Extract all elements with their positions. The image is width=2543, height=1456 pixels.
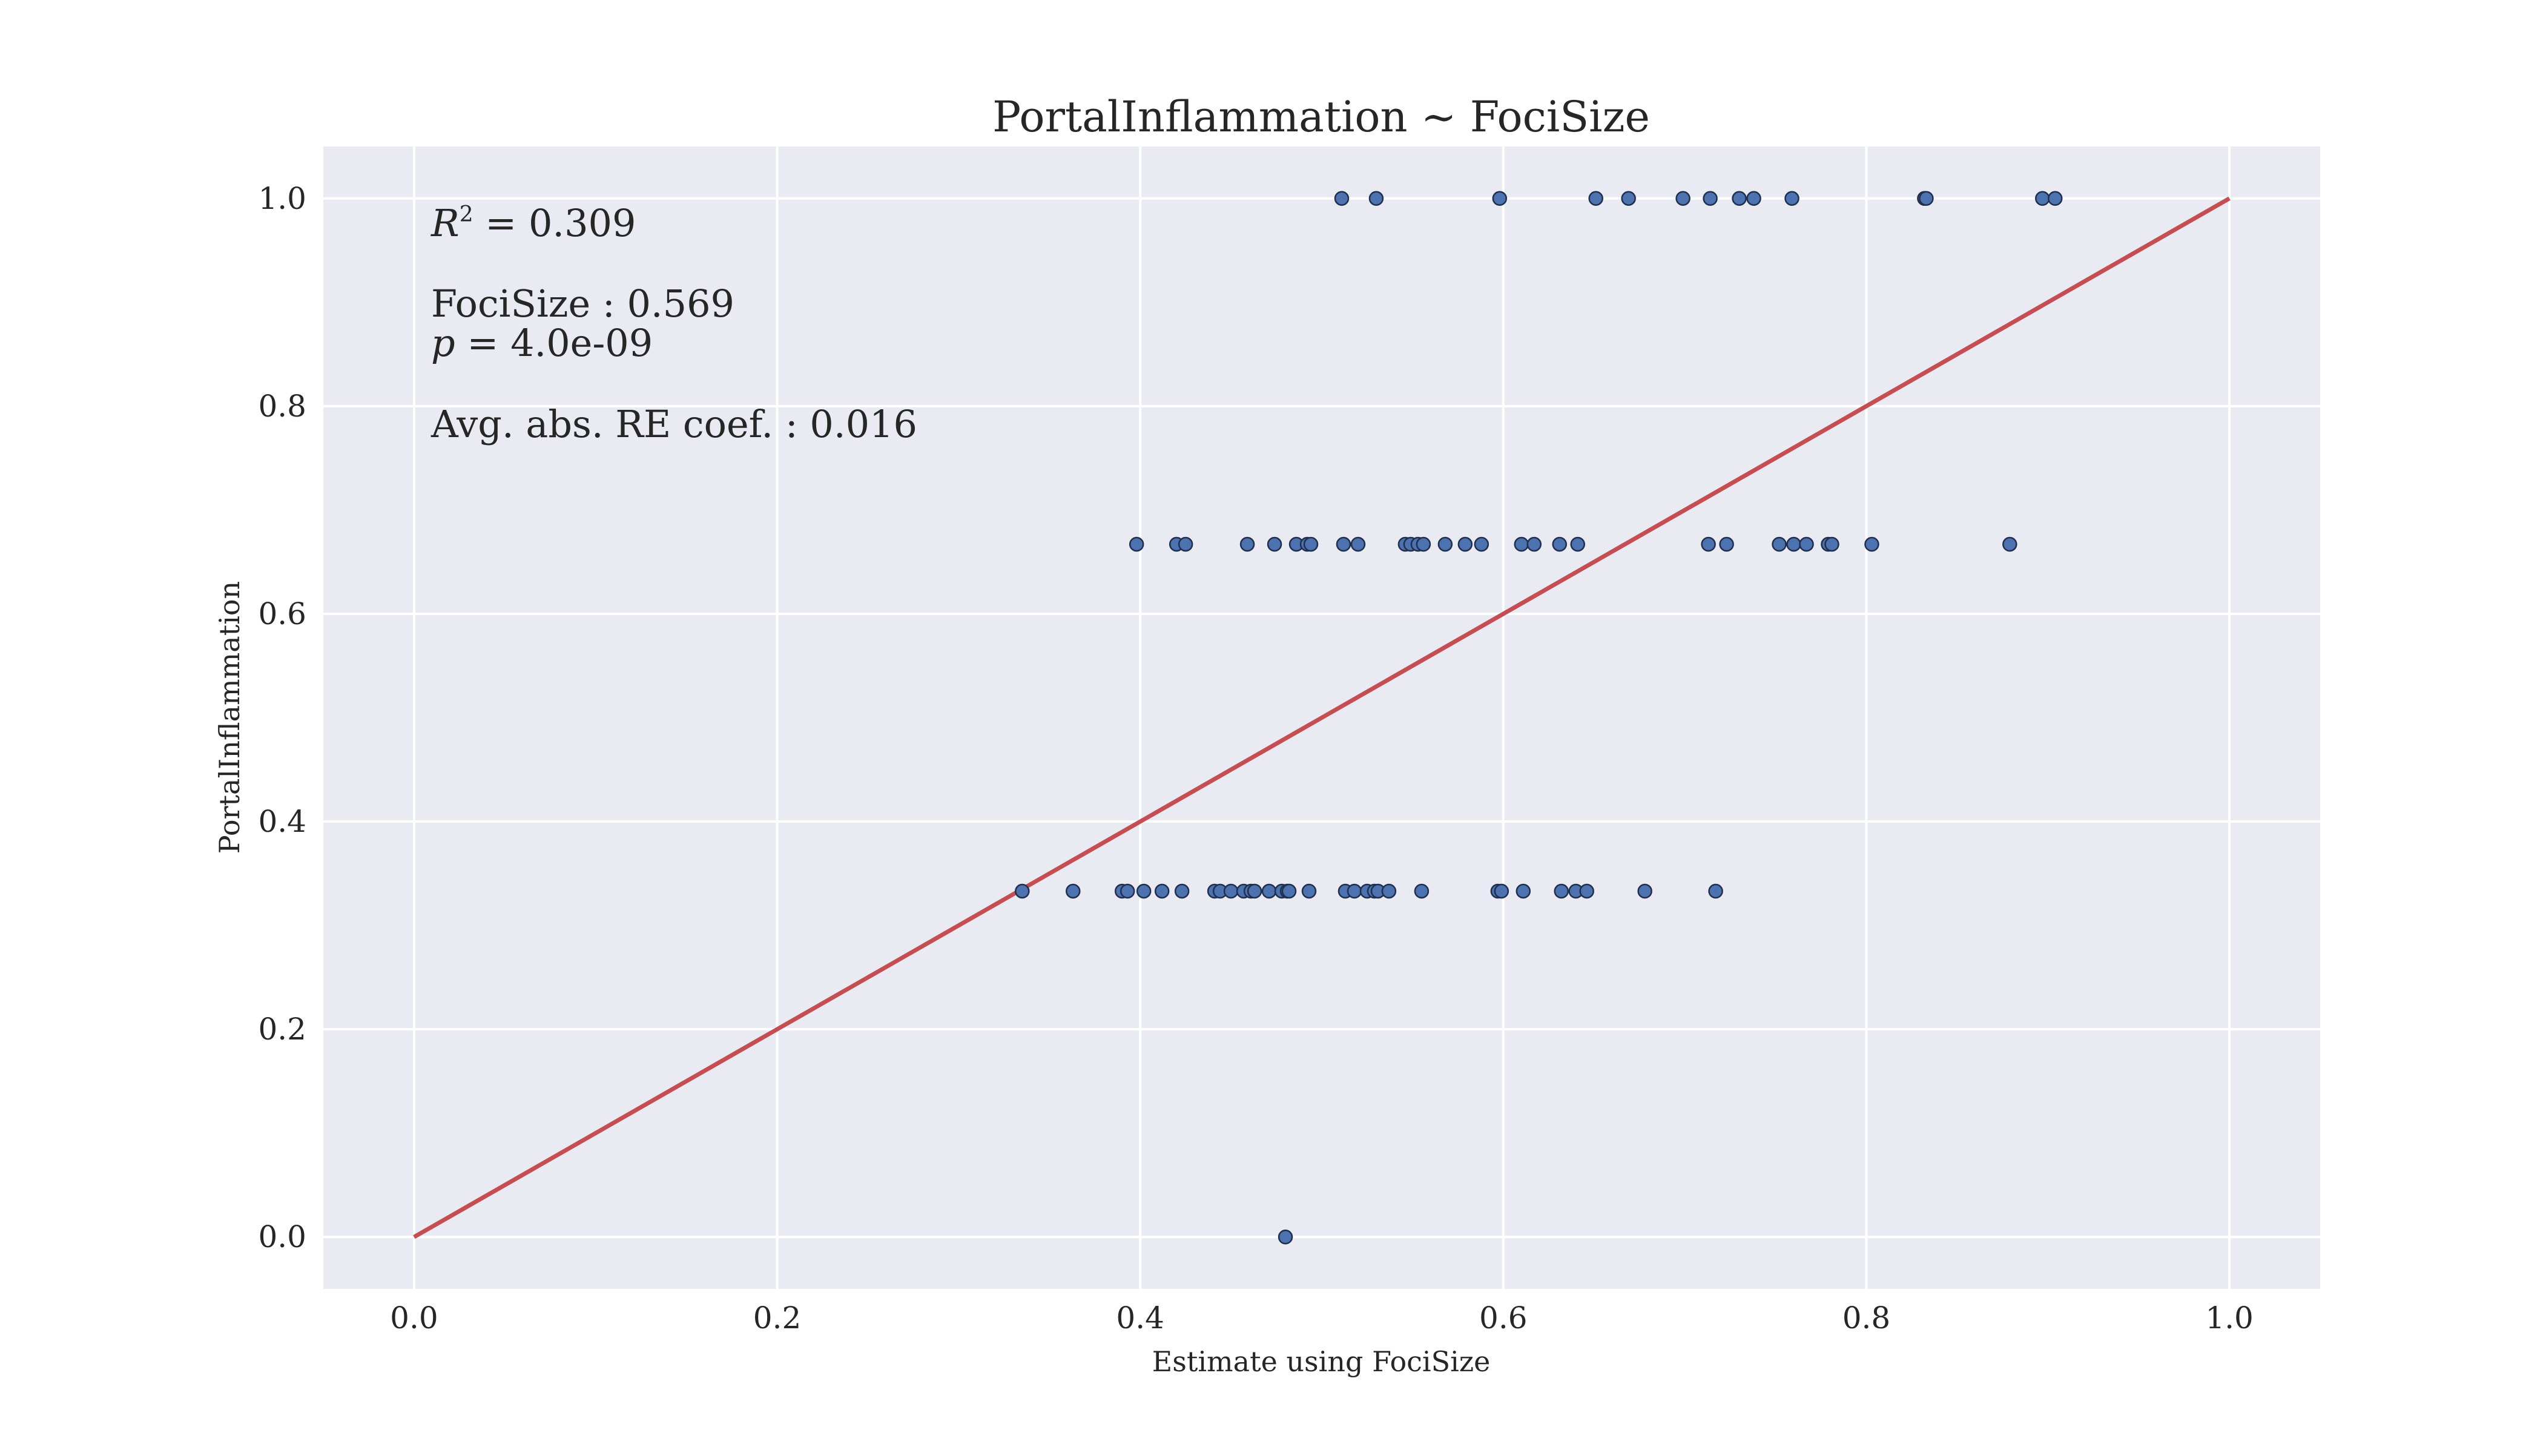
data-point <box>1334 191 1350 206</box>
data-point <box>1772 536 1787 552</box>
y-tick-label: 0.6 <box>258 596 306 631</box>
data-point <box>1786 536 1801 552</box>
y-tick-label: 0.4 <box>258 804 306 839</box>
data-point <box>1732 191 1747 206</box>
data-point <box>1637 883 1652 899</box>
data-point <box>1278 1229 1293 1245</box>
data-point <box>2035 191 2050 206</box>
data-point <box>1457 536 1473 552</box>
x-tick-label: 0.2 <box>753 1300 802 1336</box>
p-symbol: p <box>431 321 455 365</box>
x-tick-label: 0.0 <box>390 1300 438 1336</box>
data-point <box>1065 883 1081 899</box>
x-axis-label: Estimate using FociSize <box>1152 1345 1491 1378</box>
data-point <box>1336 536 1351 552</box>
data-point <box>1746 191 1761 206</box>
data-point <box>1261 883 1277 899</box>
data-point <box>1267 536 1282 552</box>
data-point <box>1554 883 1569 899</box>
x-tick-label: 0.8 <box>1842 1300 1891 1336</box>
data-point <box>1864 536 1879 552</box>
data-point <box>1178 536 1193 552</box>
data-point <box>1174 883 1190 899</box>
data-point <box>1799 536 1814 552</box>
data-point <box>1301 883 1317 899</box>
data-point <box>1223 883 1239 899</box>
random-effects-text: Avg. abs. RE coef. : 0.016 <box>430 402 917 446</box>
data-point <box>1784 191 1799 206</box>
data-point <box>1588 191 1603 206</box>
p-value: = 4.0e-09 <box>455 321 653 365</box>
points-layer <box>1015 191 2063 1245</box>
y-tick-label: 0.8 <box>258 389 306 424</box>
data-point <box>1350 536 1366 552</box>
x-tick-label: 0.6 <box>1479 1300 1528 1336</box>
reference-line-layer <box>413 196 2231 1239</box>
r-squared-symbol: R <box>430 201 460 245</box>
data-point <box>1579 883 1594 899</box>
chart-title: PortalInflammation ~ FociSize <box>992 92 1650 142</box>
data-point <box>1919 191 1934 206</box>
data-point <box>1570 536 1585 552</box>
data-point <box>1303 536 1319 552</box>
data-point <box>1494 883 1509 899</box>
data-point <box>1824 536 1839 552</box>
data-point <box>2002 536 2017 552</box>
y-tick-label: 0.0 <box>258 1219 306 1254</box>
data-point <box>1239 536 1255 552</box>
grid <box>323 147 2320 1289</box>
r-squared-exponent: 2 <box>460 202 473 227</box>
x-tick-label: 0.4 <box>1116 1300 1164 1336</box>
r-squared-value: = 0.309 <box>473 201 636 245</box>
x-tick-label: 1.0 <box>2205 1300 2254 1336</box>
data-point <box>1381 883 1397 899</box>
y-tick-label: 0.2 <box>258 1012 306 1047</box>
data-point <box>1414 883 1430 899</box>
y-tick-label: 1.0 <box>258 181 306 216</box>
identity-line <box>413 196 2231 1239</box>
data-point <box>1675 191 1690 206</box>
r-squared-text: R2 = 0.309 <box>430 201 636 245</box>
data-point <box>1703 191 1718 206</box>
data-point <box>1526 536 1542 552</box>
data-point <box>1492 191 1508 206</box>
data-point <box>1129 536 1144 552</box>
data-point <box>1015 883 1030 899</box>
data-point <box>1708 883 1723 899</box>
data-point <box>1474 536 1489 552</box>
data-point <box>1120 883 1135 899</box>
data-point <box>1347 883 1362 899</box>
coefficient-text: FociSize : 0.569 <box>431 282 734 326</box>
data-point <box>1621 191 1636 206</box>
y-tick-labels: 0.0 0.2 0.4 0.6 0.8 1.0 <box>258 181 306 1254</box>
data-point <box>1516 883 1531 899</box>
data-point <box>1416 536 1431 552</box>
y-axis-label: PortalInflammation <box>213 581 246 854</box>
data-point <box>2048 191 2063 206</box>
data-point <box>1437 536 1453 552</box>
data-point <box>1719 536 1734 552</box>
data-point <box>1154 883 1170 899</box>
data-point <box>1247 883 1262 899</box>
data-point <box>1552 536 1568 552</box>
stats-annotation: R2 = 0.309 FociSize : 0.569 p = 4.0e-09 … <box>430 201 917 446</box>
p-value-text: p = 4.0e-09 <box>431 321 653 365</box>
x-tick-labels: 0.0 0.2 0.4 0.6 0.8 1.0 <box>390 1300 2254 1336</box>
data-point <box>1514 536 1529 552</box>
data-point <box>1368 191 1384 206</box>
data-point <box>1281 883 1297 899</box>
data-point <box>1136 883 1152 899</box>
data-point <box>1701 536 1716 552</box>
